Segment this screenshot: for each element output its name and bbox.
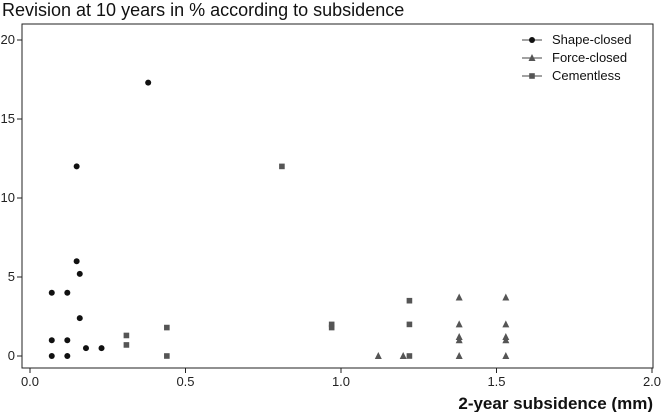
legend-marker-shape-closed bbox=[529, 37, 535, 43]
shape-closed-point bbox=[145, 79, 152, 86]
y-tick-label: 15 bbox=[1, 111, 15, 126]
x-axis: 0.0 0.5 1.0 1.5 2.0 bbox=[21, 368, 661, 389]
shape-closed-point bbox=[48, 353, 55, 359]
shape-closed-point bbox=[64, 353, 71, 359]
shape-closed-point bbox=[82, 345, 89, 352]
force-closed-point bbox=[455, 336, 463, 344]
shape-closed-point bbox=[48, 337, 55, 344]
chart-title: Revision at 10 years in % according to s… bbox=[2, 0, 405, 20]
cementless-point bbox=[406, 353, 413, 359]
cementless-point bbox=[164, 353, 170, 359]
force-closed-point bbox=[502, 293, 510, 301]
cementless-point bbox=[406, 321, 413, 328]
shape-closed-point bbox=[64, 289, 71, 296]
x-tick-label: 2.0 bbox=[643, 374, 661, 389]
legend-label-shape-closed: Shape-closed bbox=[552, 32, 632, 47]
shape-closed-point bbox=[98, 345, 105, 352]
cementless-point bbox=[328, 324, 335, 331]
force-closed-point bbox=[502, 336, 510, 344]
x-tick-label: 0.0 bbox=[21, 374, 39, 389]
force-closed-point bbox=[502, 320, 510, 328]
x-tick-label: 1.5 bbox=[487, 374, 505, 389]
shape-closed-point bbox=[73, 258, 80, 265]
cementless-point bbox=[123, 332, 130, 339]
shape-closed-point bbox=[76, 270, 83, 277]
legend-marker-force-closed bbox=[528, 54, 536, 61]
x-axis-title: 2-year subsidence (mm) bbox=[458, 394, 653, 412]
shape-closed-point bbox=[76, 315, 83, 322]
y-tick-label: 0 bbox=[8, 348, 15, 363]
legend-label-cementless: Cementless bbox=[552, 68, 621, 83]
cementless-point bbox=[164, 324, 170, 331]
force-closed-point bbox=[455, 320, 463, 328]
force-closed-point bbox=[455, 293, 463, 301]
force-closed-point bbox=[502, 352, 510, 359]
force-closed-point bbox=[455, 352, 463, 359]
shape-closed-point bbox=[73, 163, 80, 170]
force-closed-point bbox=[399, 352, 407, 359]
y-tick-label: 20 bbox=[1, 32, 15, 47]
x-tick-label: 0.5 bbox=[176, 374, 194, 389]
force-closed-point bbox=[374, 352, 382, 359]
legend-marker-cementless bbox=[529, 73, 535, 79]
x-tick-label: 1.0 bbox=[332, 374, 350, 389]
y-axis: 0 5 10 15 20 bbox=[1, 32, 22, 363]
cementless-point bbox=[123, 342, 130, 348]
cementless-point bbox=[279, 163, 285, 170]
cementless-point bbox=[406, 297, 413, 304]
plot-area-frame bbox=[21, 23, 654, 369]
cementless-point bbox=[328, 321, 335, 328]
data-points bbox=[48, 79, 510, 359]
legend: Shape-closed Force-closed Cementless bbox=[522, 32, 632, 83]
y-tick-label: 10 bbox=[1, 190, 15, 205]
y-tick-label: 5 bbox=[8, 269, 15, 284]
shape-closed-point bbox=[48, 289, 55, 296]
legend-label-force-closed: Force-closed bbox=[552, 50, 627, 65]
shape-closed-point bbox=[64, 337, 71, 344]
